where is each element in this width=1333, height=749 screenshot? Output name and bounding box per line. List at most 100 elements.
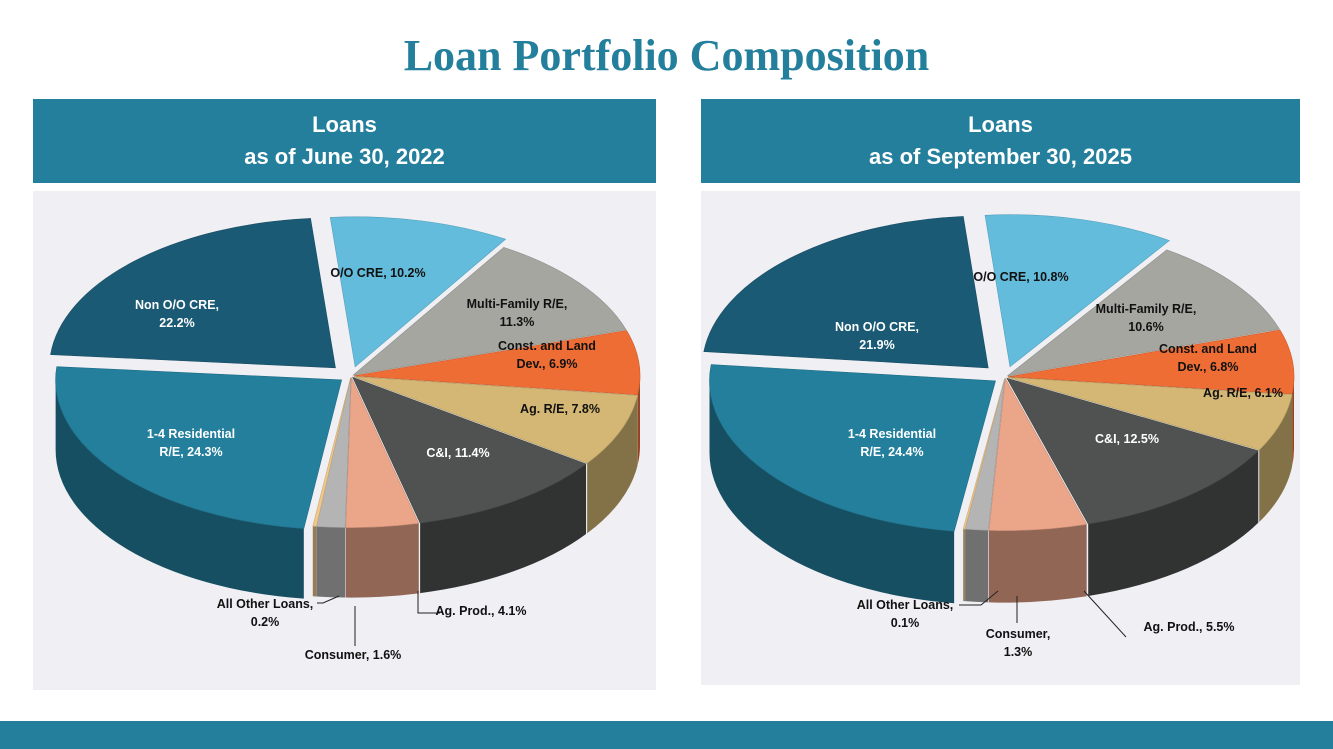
chart-1-label-o-o-cre: O/O CRE, 10.2%	[330, 266, 425, 280]
chart-2-label-const-and-land-dev-line: Const. and Land	[1159, 342, 1257, 356]
chart-1-label-const-and-land-dev-line: Const. and Land	[498, 339, 596, 353]
chart-2-labels: O/O CRE, 10.8% Multi-Family R/E, 10.6% Cons…	[835, 270, 1283, 659]
chart-2-title-line1: Loans	[968, 112, 1033, 137]
chart-2-side-1-4-residential-r-e	[709, 380, 955, 604]
chart-1-side-1-4-residential-r-e	[55, 379, 304, 599]
chart-2-slice-multi-family-r-e	[1007, 249, 1280, 377]
chart-1-label-multi-family-r-e: Multi-Family R/E, 11.3%	[467, 297, 568, 329]
chart-1-label-ag-prod: Ag. Prod., 4.1%	[436, 604, 527, 618]
chart-1-label-ag-prod-line: Ag. Prod., 4.1%	[436, 604, 527, 618]
chart-1-panel: O/O CRE, 10.2% Multi-Family R/E, 11.3% Cons…	[33, 191, 656, 690]
chart-2-label-ag-r-e: Ag. R/E, 6.1%	[1203, 386, 1283, 400]
chart-2-label-o-o-cre-line: O/O CRE, 10.8%	[973, 270, 1068, 284]
chart-1-title-line2: as of June 30, 2022	[244, 144, 445, 169]
chart-1-label-1-4-residential-r-e-line: 1-4 Residential	[147, 427, 235, 441]
chart-2-label-all-other-loans-line: 0.1%	[891, 616, 920, 630]
chart-1-side-ag-r-e	[587, 395, 638, 534]
chart-2-label-c-i-line: C&I, 12.5%	[1095, 432, 1159, 446]
chart-1-label-c-i: C&I, 11.4%	[426, 446, 489, 460]
chart-1-side-const-and-land-dev	[637, 375, 640, 465]
chart-2-label-ag-r-e-line: Ag. R/E, 6.1%	[1203, 386, 1283, 400]
chart-2-slice-o-o-cre	[984, 214, 1171, 368]
chart-1-side-ag-prod	[345, 523, 419, 598]
chart-1-label-all-other-loans-line: All Other Loans,	[217, 597, 314, 611]
chart-1-side-walls	[55, 375, 640, 599]
chart-2-panel: O/O CRE, 10.8% Multi-Family R/E, 10.6% Cons…	[701, 191, 1300, 685]
chart-2-label-1-4-residential-r-e: 1-4 Residential R/E, 24.4%	[848, 427, 936, 459]
chart-2-label-ag-prod: Ag. Prod., 5.5%	[1144, 620, 1235, 634]
chart-2-side-c-i	[1088, 450, 1259, 596]
chart-2-label-non-o-o-cre-line: 21.9%	[859, 338, 894, 352]
chart-2-label-multi-family-r-e-line: Multi-Family R/E,	[1096, 302, 1197, 316]
chart-1-label-non-o-o-cre-line: 22.2%	[159, 316, 194, 330]
chart-1-label-c-i-line: C&I, 11.4%	[426, 446, 489, 460]
chart-2-slice-ag-r-e	[1007, 377, 1293, 451]
chart-1-pie: O/O CRE, 10.2% Multi-Family R/E, 11.3% Cons…	[50, 216, 641, 662]
chart-2-slice-1-4-residential-r-e	[709, 364, 996, 532]
chart-2-slice-c-i	[1006, 377, 1259, 525]
chart-2-label-consumer-line: 1.3%	[1004, 645, 1033, 659]
chart-1-slice-ag-prod	[345, 377, 420, 528]
chart-1-slice-const-and-land-dev	[353, 330, 641, 396]
chart-1-slice-multi-family-r-e	[352, 247, 627, 376]
chart-1-side-consumer	[316, 526, 346, 598]
chart-1-labels: O/O CRE, 10.2% Multi-Family R/E, 11.3% Cons…	[135, 266, 600, 662]
chart-2-label-c-i: C&I, 12.5%	[1095, 432, 1159, 446]
chart-2-slice-all-other-loans	[962, 378, 1005, 530]
chart-1-label-1-4-residential-r-e: 1-4 Residential R/E, 24.3%	[147, 427, 235, 459]
chart-1-label-const-and-land-dev-line: Dev., 6.9%	[517, 357, 578, 371]
chart-1-slice-all-other-loans	[312, 377, 351, 527]
chart-2-side-walls	[709, 376, 1294, 604]
chart-2-slice-ag-prod	[988, 377, 1088, 531]
chart-1-label-consumer-line: Consumer, 1.6%	[305, 648, 402, 662]
chart-2-pie: O/O CRE, 10.8% Multi-Family R/E, 10.6% Cons…	[703, 214, 1295, 659]
chart-1-leader-ag-prod	[417, 591, 440, 614]
chart-2-title-line2: as of September 30, 2025	[869, 144, 1132, 169]
chart-1-label-multi-family-r-e-line: 11.3%	[500, 315, 535, 329]
chart-1-slice-c-i	[352, 376, 587, 524]
chart-2-leader-ag-prod	[1083, 590, 1127, 638]
chart-1-label-1-4-residential-r-e-line: R/E, 24.3%	[159, 445, 222, 459]
chart-2-label-ag-prod-line: Ag. Prod., 5.5%	[1144, 620, 1235, 634]
chart-1-label-non-o-o-cre: Non O/O CRE, 22.2%	[135, 298, 219, 330]
chart-1-slice-non-o-o-cre	[50, 218, 336, 369]
chart-1-slice-o-o-cre	[329, 216, 507, 368]
chart-2-slices	[703, 214, 1295, 532]
chart-2-header: Loans as of September 30, 2025	[701, 99, 1300, 183]
chart-2-side-ag-r-e	[1259, 394, 1293, 522]
chart-1-slice-1-4-residential-r-e	[55, 366, 343, 529]
chart-2-label-multi-family-r-e-line: 10.6%	[1128, 320, 1163, 334]
chart-2-side-ag-prod	[988, 524, 1087, 603]
chart-1-title-line1: Loans	[312, 112, 377, 137]
chart-1-leader-all-other-loans	[317, 595, 340, 604]
chart-1-label-multi-family-r-e-line: Multi-Family R/E,	[467, 297, 568, 311]
chart-2-label-all-other-loans-line: All Other Loans,	[857, 598, 954, 612]
chart-2-label-o-o-cre: O/O CRE, 10.8%	[973, 270, 1068, 284]
chart-1-label-consumer: Consumer, 1.6%	[305, 648, 402, 662]
chart-2-label-1-4-residential-r-e-line: R/E, 24.4%	[860, 445, 923, 459]
chart-1-label-const-and-land-dev: Const. and Land Dev., 6.9%	[498, 339, 596, 371]
chart-2-label-all-other-loans: All Other Loans, 0.1%	[857, 598, 954, 630]
chart-2-label-consumer-line: Consumer,	[986, 627, 1051, 641]
chart-1-header: Loans as of June 30, 2022	[33, 99, 656, 183]
chart-2-label-non-o-o-cre: Non O/O CRE, 21.9%	[835, 320, 919, 352]
chart-1-side-c-i	[420, 464, 587, 594]
page-title: Loan Portfolio Composition	[403, 31, 930, 80]
chart-1-slice-ag-r-e	[353, 376, 638, 464]
chart-1-label-all-other-loans-line: 0.2%	[251, 615, 280, 629]
chart-1-label-non-o-o-cre-line: Non O/O CRE,	[135, 298, 219, 312]
chart-1-side-all-other-loans	[312, 526, 317, 597]
chart-2-label-non-o-o-cre-line: Non O/O CRE,	[835, 320, 919, 334]
chart-2-label-const-and-land-dev-line: Dev., 6.8%	[1178, 360, 1239, 374]
chart-1-slices	[50, 216, 641, 529]
chart-2-label-const-and-land-dev: Const. and Land Dev., 6.8%	[1159, 342, 1257, 374]
chart-1-label-ag-r-e: Ag. R/E, 7.8%	[520, 402, 600, 416]
chart-2-side-all-other-loans	[963, 528, 965, 602]
chart-2-slice-non-o-o-cre	[703, 216, 989, 369]
chart-2-leader-all-other-loans	[959, 590, 999, 606]
chart-2-label-multi-family-r-e: Multi-Family R/E, 10.6%	[1096, 302, 1197, 334]
chart-2-side-const-and-land-dev	[1292, 376, 1294, 467]
chart-2-side-consumer	[965, 529, 989, 603]
chart-1-leader-lines	[317, 591, 440, 646]
chart-2-label-1-4-residential-r-e-line: 1-4 Residential	[848, 427, 936, 441]
